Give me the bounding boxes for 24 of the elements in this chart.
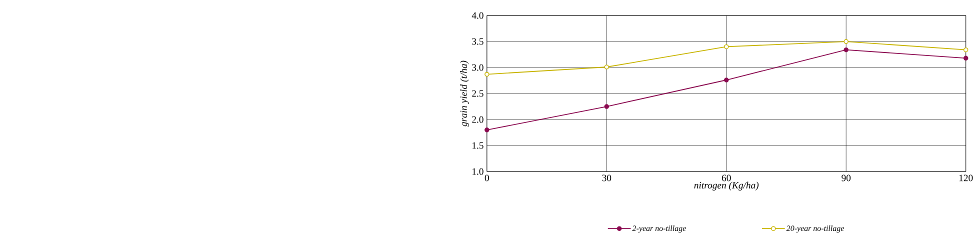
point (963, 56, 968, 61)
point (484, 128, 490, 132)
point (844, 48, 849, 52)
y-tick-label: 3.0 (472, 64, 484, 71)
point (484, 72, 490, 77)
x-tick-label: 90 (842, 174, 851, 182)
point (844, 39, 849, 44)
x-tick-label: 120 (959, 174, 973, 182)
x-tick-label: 0 (484, 174, 489, 182)
point (604, 104, 610, 110)
y-tick-label: 1.5 (472, 142, 484, 149)
point (724, 44, 729, 50)
x-axis-title: nitrogen (Kg/ha) (694, 182, 759, 191)
point (724, 78, 729, 83)
x-tick-label: 30 (602, 174, 612, 182)
y-tick-label: 2.5 (472, 90, 484, 97)
y-tick-label: 1.0 (472, 168, 484, 175)
y-tick-label: 3.5 (472, 38, 484, 45)
point (963, 48, 968, 52)
point (604, 64, 610, 70)
x-tick-label: 60 (722, 174, 731, 182)
y-tick-label: 2.0 (472, 116, 484, 123)
y-tick-label: 4.0 (472, 12, 484, 19)
y-axis-title: grain yield (t/ha) (460, 60, 469, 127)
